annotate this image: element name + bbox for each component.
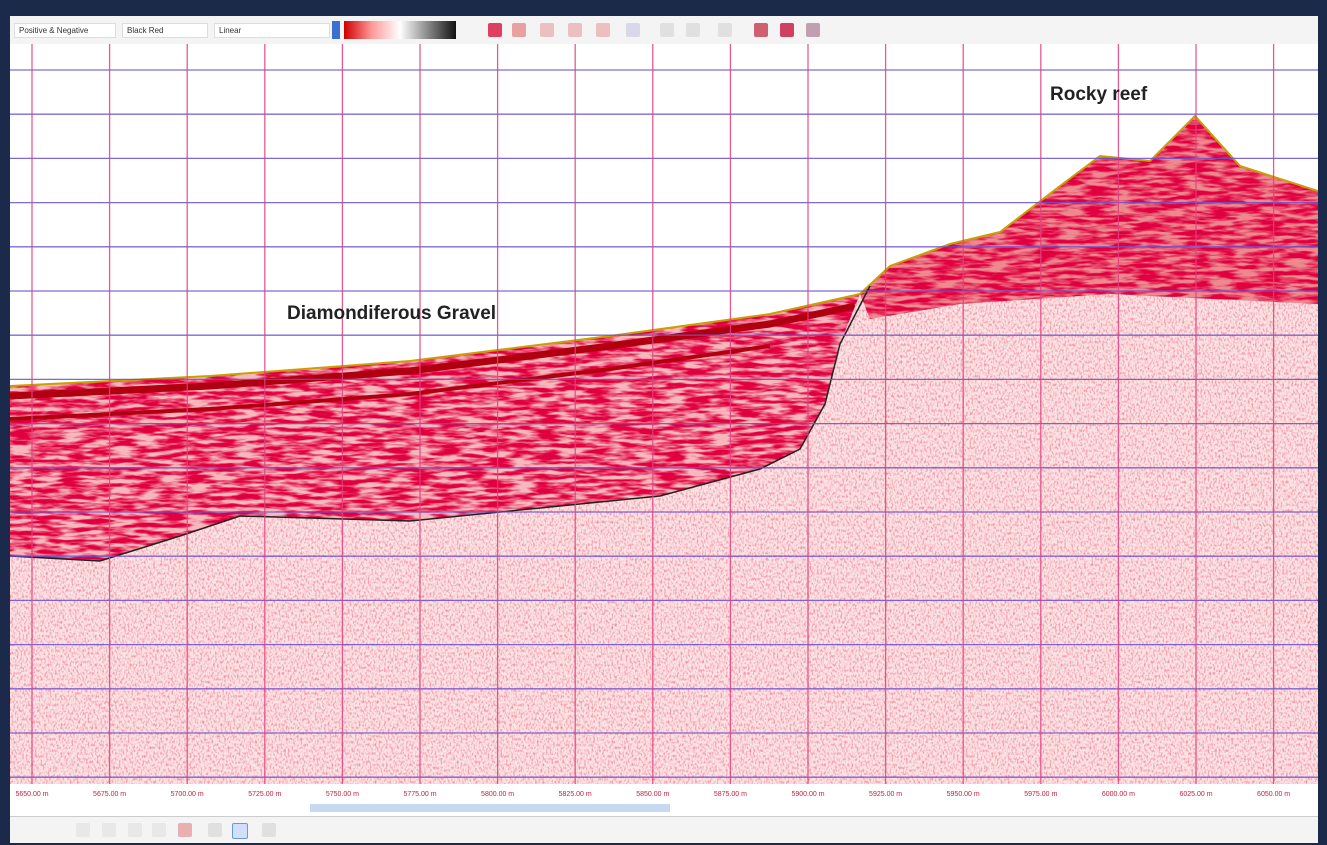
x-tick-label: 5775.00 m [403, 791, 436, 798]
x-tick-label: 5650.00 m [15, 791, 48, 798]
x-tick-label: 5975.00 m [1024, 791, 1057, 798]
viewer-window: Positive & Negative Black Red Linear [10, 16, 1318, 843]
x-tick-label: 6000.00 m [1102, 791, 1135, 798]
x-tick-label: 5925.00 m [869, 791, 902, 798]
gravel-boundary [10, 285, 871, 562]
x-axis: 5650.00 m 5675.00 m 5700.00 m 5725.00 m 5750… [15, 791, 1290, 798]
tool-icon[interactable] [660, 23, 674, 37]
x-tick-label: 5750.00 m [326, 791, 359, 798]
tool-icon[interactable] [780, 23, 794, 37]
x-tick-label: 5700.00 m [171, 791, 204, 798]
tool-icon[interactable] [232, 823, 248, 839]
tool-icon[interactable] [208, 823, 222, 837]
x-tick-label: 5850.00 m [636, 791, 669, 798]
tool-icon[interactable] [686, 23, 700, 37]
tool-icon[interactable] [568, 23, 582, 37]
x-tick-label: 5900.00 m [791, 791, 824, 798]
tool-icon[interactable] [152, 823, 166, 837]
tool-icon[interactable] [76, 823, 90, 837]
tool-icon[interactable] [626, 23, 640, 37]
tool-icon[interactable] [806, 23, 820, 37]
tool-icon[interactable] [754, 23, 768, 37]
scale-dropdown[interactable]: Linear [214, 23, 330, 38]
annotation: Rocky reef [1050, 84, 1148, 105]
x-tick-label: 5875.00 m [714, 791, 747, 798]
tool-icon[interactable] [128, 823, 142, 837]
bottom-toolbar [10, 816, 1318, 843]
palette-mode-dropdown[interactable]: Positive & Negative [14, 23, 116, 38]
tool-icon[interactable] [102, 823, 116, 837]
x-tick-label: 5800.00 m [481, 791, 514, 798]
tool-icon[interactable] [262, 823, 276, 837]
tool-icon[interactable] [178, 823, 192, 837]
x-tick-label: 6050.00 m [1257, 791, 1290, 798]
toolbar: Positive & Negative Black Red Linear [10, 16, 1318, 45]
scrollbar-thumb[interactable] [310, 804, 670, 812]
seismic-profile: Diamondiferous Gravel Rocky reef 5650.00… [10, 44, 1318, 812]
seafloor-line [10, 114, 1318, 387]
grid [10, 44, 1318, 784]
x-tick-label: 6025.00 m [1179, 791, 1212, 798]
tool-icon[interactable] [596, 23, 610, 37]
color-picker[interactable] [332, 21, 340, 39]
tool-icon[interactable] [488, 23, 502, 37]
tool-icon[interactable] [718, 23, 732, 37]
x-tick-label: 5825.00 m [559, 791, 592, 798]
x-tick-label: 5675.00 m [93, 791, 126, 798]
x-tick-label: 5950.00 m [947, 791, 980, 798]
annotation: Diamondiferous Gravel [287, 303, 496, 324]
tool-icon[interactable] [512, 23, 526, 37]
tool-icon[interactable] [540, 23, 554, 37]
color-map-dropdown[interactable]: Black Red [122, 23, 208, 38]
x-tick-label: 5725.00 m [248, 791, 281, 798]
colorbar [344, 21, 456, 39]
